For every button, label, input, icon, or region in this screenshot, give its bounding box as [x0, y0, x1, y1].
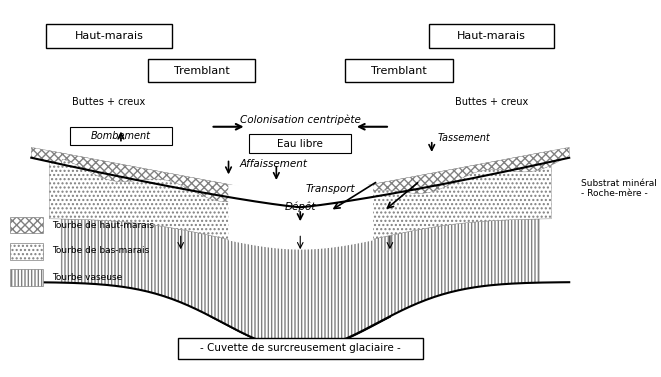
Text: Dépôt: Dépôt [284, 202, 316, 213]
Text: Buttes + creux: Buttes + creux [455, 97, 528, 107]
Bar [11, 269, 43, 286]
FancyBboxPatch shape [46, 24, 172, 48]
Text: Buttes + creux: Buttes + creux [72, 97, 145, 107]
Text: Tourbe de bas-marais: Tourbe de bas-marais [52, 247, 149, 256]
FancyBboxPatch shape [345, 60, 453, 82]
Text: Tourbe de haut-marais: Tourbe de haut-marais [52, 221, 154, 230]
Text: Eau libre: Eau libre [278, 139, 323, 149]
Text: Haut-marais: Haut-marais [75, 31, 143, 41]
Text: Tassement: Tassement [438, 133, 490, 143]
Text: Bombement: Bombement [91, 131, 151, 141]
FancyBboxPatch shape [148, 60, 255, 82]
Bar [11, 243, 43, 260]
FancyBboxPatch shape [429, 24, 555, 48]
FancyBboxPatch shape [249, 134, 351, 153]
Text: Tourbe vaseuse: Tourbe vaseuse [52, 273, 122, 282]
Text: Tremblant: Tremblant [371, 66, 427, 76]
Text: Colonisation centripète: Colonisation centripète [240, 114, 361, 124]
Text: Affaissement: Affaissement [239, 159, 307, 169]
Text: Tremblant: Tremblant [174, 66, 229, 76]
Bar [11, 216, 43, 233]
FancyBboxPatch shape [178, 338, 423, 359]
Text: Substrat minéral
- Roche-mère -: Substrat minéral - Roche-mère - [581, 179, 657, 198]
FancyBboxPatch shape [70, 127, 172, 146]
Text: - Cuvette de surcreusement glaciaire -: - Cuvette de surcreusement glaciaire - [200, 343, 401, 353]
Text: Transport: Transport [305, 184, 355, 193]
Text: Haut-marais: Haut-marais [457, 31, 526, 41]
